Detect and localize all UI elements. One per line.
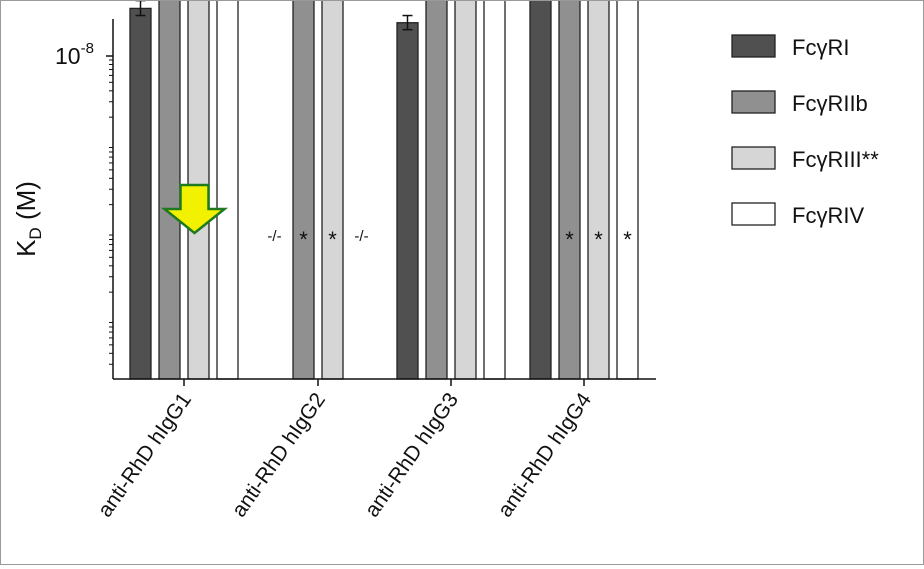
y-axis-label: KD (M)	[11, 181, 45, 257]
bar-s1-c1	[292, 0, 315, 380]
annotation-4: *	[565, 227, 574, 252]
legend-label-3: FcγRIV	[792, 203, 864, 228]
bar-s3-c0	[216, 0, 239, 380]
legend-label-1: FcγRIIb	[792, 91, 868, 116]
annotation-2: *	[328, 227, 337, 252]
bar-s1-c2	[425, 0, 448, 380]
bar-s2-c3	[587, 0, 610, 380]
highlight-arrow-icon	[160, 183, 229, 235]
x-tick-label-3: anti-RhD hIgG4	[494, 388, 597, 521]
legend-swatch-3	[731, 202, 776, 226]
x-tick-label-2: anti-RhD hIgG3	[361, 389, 464, 522]
y-tick-label-0: 10-8	[55, 40, 94, 69]
bar-s0-c0	[129, 7, 152, 380]
bar-s1-c3	[558, 0, 581, 380]
bar-s1-c0	[158, 0, 181, 380]
bar-s0-c2	[396, 22, 419, 380]
bar-s2-c2	[454, 0, 477, 380]
annotations-layer: -/- * * -/- * * *	[160, 183, 632, 252]
annotation-5: *	[594, 227, 603, 252]
bar-s3-c2	[483, 0, 506, 380]
legend-swatch-1	[731, 90, 776, 114]
bar-s0-c3	[529, 0, 552, 380]
bar-s2-c1	[321, 0, 344, 380]
annotation-0: -/-	[267, 228, 281, 245]
x-tick-label-1: anti-RhD hIgG2	[228, 389, 331, 522]
legend-swatch-0	[731, 34, 776, 58]
annotation-6: *	[623, 227, 632, 252]
legend-swatch-2	[731, 146, 776, 170]
legend: FcγRI FcγRIIb FcγRIII** FcγRIV	[731, 34, 879, 228]
bar-s3-c3	[616, 0, 639, 380]
annotation-1: *	[299, 227, 308, 252]
legend-label-2: FcγRIII**	[792, 147, 879, 172]
annotation-3: -/-	[354, 228, 368, 245]
x-tick-label-0: anti-RhD hIgG1	[94, 389, 197, 522]
bars-layer	[129, 0, 639, 380]
legend-label-0: FcγRI	[792, 35, 849, 60]
